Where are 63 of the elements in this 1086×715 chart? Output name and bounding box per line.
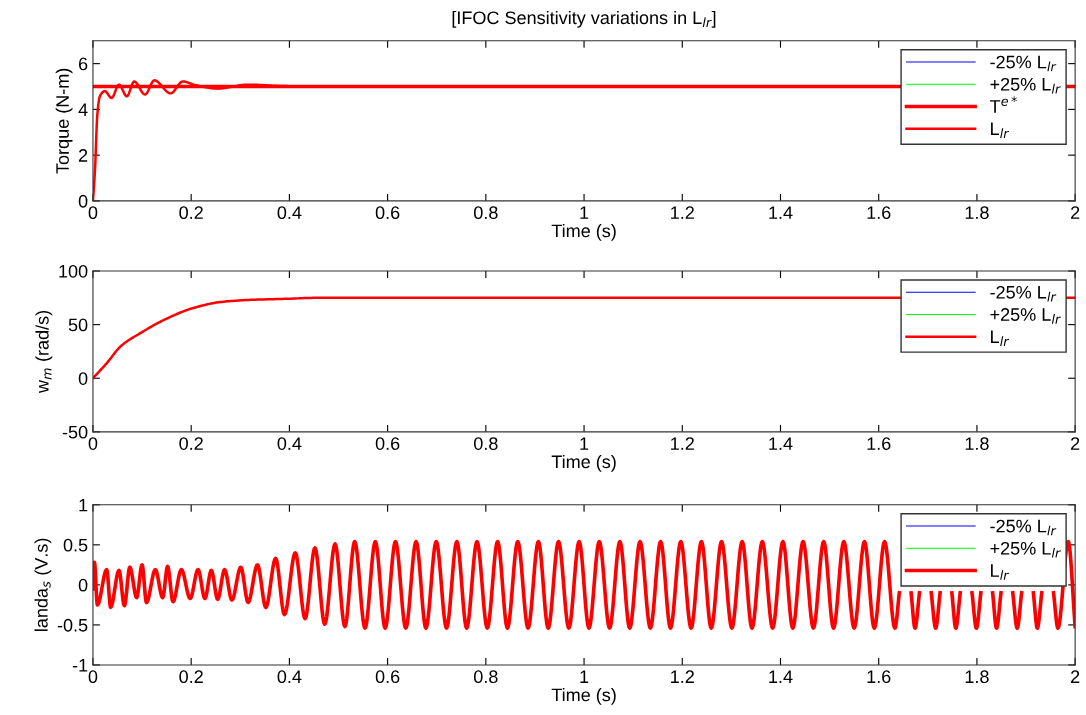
- x-tick-label: 0.8: [473, 437, 498, 450]
- x-axis-title: Time (s): [551, 454, 616, 472]
- x-tick-label: 0.8: [473, 206, 498, 220]
- x-tick-label: 1: [580, 670, 589, 683]
- x-tick-label: 2: [1071, 206, 1080, 219]
- x-tick-label: 0: [88, 670, 98, 684]
- y-tick-label: 100: [59, 264, 88, 278]
- x-axis-title: Time (s): [551, 224, 616, 241]
- y-tick-label: -1: [72, 659, 88, 672]
- x-tick-label: 1: [580, 437, 589, 450]
- x-tick-label: 0.2: [179, 670, 203, 684]
- x-tick-label: 1.2: [671, 437, 694, 450]
- legend-label: L$_{lr}$: [991, 122, 1010, 138]
- x-tick-label: 1.4: [769, 670, 793, 683]
- y-tick-label: 0: [78, 578, 88, 592]
- x-tick-label: 1.4: [769, 206, 793, 219]
- x-tick-label: 1.6: [867, 670, 891, 684]
- legend-label: +25% L$_{lr}$: [990, 308, 1061, 324]
- x-tick-label: 0.2: [179, 206, 203, 220]
- x-tick-label: 0.4: [277, 437, 302, 450]
- x-tick-label: 2: [1071, 437, 1080, 450]
- y-tick-label: 50: [68, 318, 88, 332]
- legend-label: -25% L$_{lr}$: [990, 285, 1057, 302]
- y-tick-label: -0.5: [57, 618, 88, 632]
- y-tick-label: 4: [78, 103, 88, 116]
- x-tick-label: 0.6: [375, 206, 400, 220]
- legend-label: L$_{lr}$: [991, 330, 1010, 346]
- x-tick-label: 0.6: [375, 437, 400, 450]
- x-tick-label: 1.2: [671, 206, 694, 219]
- y-tick-label: -50: [62, 425, 88, 439]
- x-tick-label: 1.6: [867, 437, 891, 450]
- legend-label: -25% L$_{lr}$: [990, 519, 1057, 536]
- x-tick-label: 0.8: [473, 670, 498, 684]
- x-tick-label: 2: [1071, 670, 1080, 683]
- x-axis-title: Time (s): [551, 688, 616, 705]
- legend-label: L$_{lr}$: [991, 564, 1010, 580]
- y-tick-label: 0.5: [63, 538, 88, 552]
- x-tick-label: 1.8: [965, 670, 989, 684]
- y-tick-label: 2: [78, 149, 88, 162]
- x-tick-label: 1.4: [769, 437, 793, 450]
- y-axis-title: Torque (N-m): [55, 68, 73, 174]
- x-tick-label: 1.6: [867, 206, 891, 220]
- x-tick-label: 1.8: [965, 437, 989, 450]
- x-tick-label: 0.4: [277, 670, 302, 684]
- x-tick-label: 0: [88, 206, 98, 220]
- y-tick-label: 0: [78, 372, 88, 385]
- y-axis-title: w$_{m}$ (rad/s): [35, 310, 53, 394]
- x-tick-label: 1.8: [965, 206, 989, 220]
- legend-label: -25% L$_{lr}$: [990, 55, 1057, 72]
- legend-label: +25% L$_{lr}$: [990, 77, 1061, 94]
- x-tick-label: 0.4: [277, 206, 302, 220]
- x-tick-label: 0.6: [375, 670, 400, 684]
- y-axis-title: landa$_{s}$ (V.s): [34, 538, 52, 631]
- x-tick-label: 1: [580, 206, 589, 219]
- legend-label: T$^{e*}$: [989, 96, 1017, 113]
- x-tick-label: 0.2: [179, 437, 203, 450]
- x-tick-label: 0: [88, 437, 98, 450]
- x-tick-label: 1.2: [671, 670, 694, 683]
- y-tick-label: 1: [79, 498, 88, 512]
- y-tick-label: 6: [78, 57, 88, 71]
- legend-label: +25% L$_{lr}$: [990, 541, 1061, 558]
- y-tick-label: 0: [78, 194, 88, 208]
- chart-title: [IFOC Sensitivity variations in L$_{lr}$]: [452, 10, 716, 28]
